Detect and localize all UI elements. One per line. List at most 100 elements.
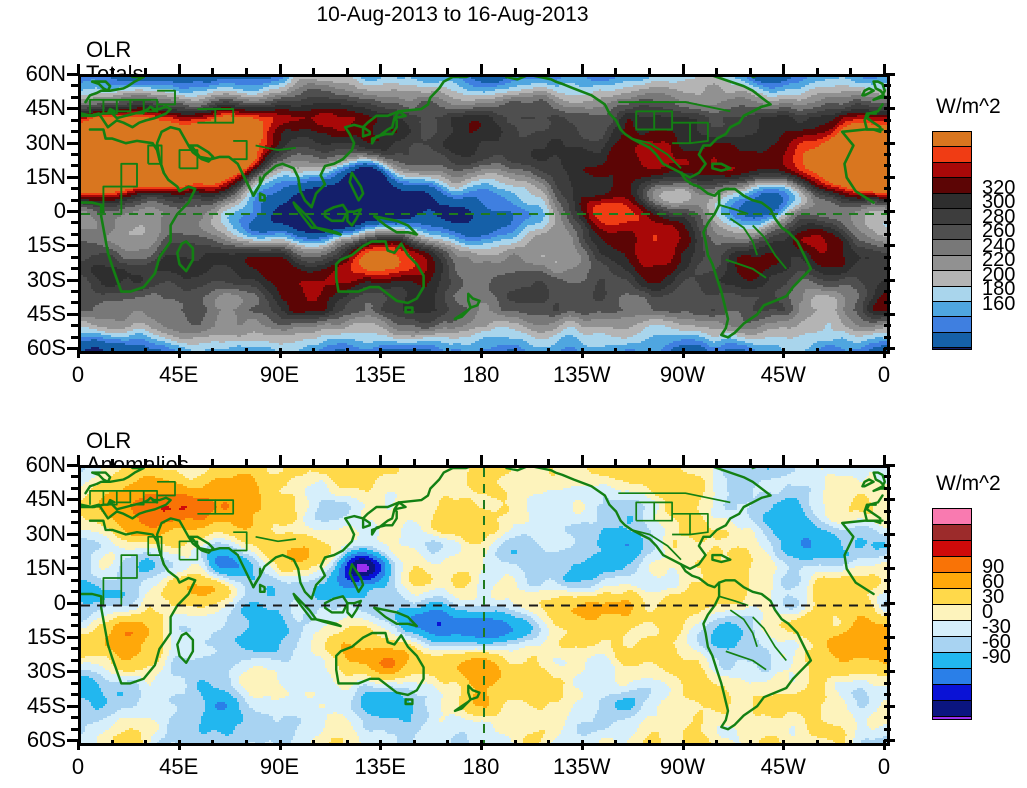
x-tick-label: 180 (462, 362, 500, 387)
colorbar-swatches-totals (932, 131, 972, 350)
y-minor-tick (71, 727, 78, 731)
x-major-tick-top (379, 455, 383, 465)
y-minor-tick (884, 521, 891, 525)
x-major-tick-top (580, 64, 584, 74)
y-minor-tick (71, 544, 78, 548)
political-border-layer (89, 89, 788, 279)
colorbar-band (933, 162, 971, 179)
x-minor-tick (244, 68, 248, 74)
y-minor-tick (71, 152, 78, 156)
x-minor-tick (547, 740, 551, 746)
y-major-tick (67, 464, 78, 467)
y-minor-tick (71, 221, 78, 225)
y-minor-tick (884, 647, 891, 651)
y-tick-label: 0 (53, 198, 66, 223)
y-minor-tick (71, 324, 78, 328)
x-major-tick (782, 348, 786, 358)
y-minor-tick (71, 335, 78, 339)
map-canvas-totals (81, 77, 887, 351)
x-tick-label: 90W (659, 362, 706, 387)
x-minor-tick (748, 348, 752, 354)
x-major-tick-top (480, 455, 483, 465)
colorbar-band (933, 224, 971, 241)
x-minor-tick (244, 348, 248, 354)
map-plot-totals[interactable] (78, 74, 890, 354)
x-minor-tick (647, 740, 651, 746)
colorbar-tick-label: 60 (982, 571, 1005, 593)
x-major-tick-top (379, 64, 383, 74)
x-minor-tick (446, 459, 450, 465)
x-major-tick (278, 740, 282, 750)
x-minor-tick (815, 459, 819, 465)
x-tick-label: 45E (159, 362, 199, 387)
colorbar-band (933, 209, 971, 225)
y-major-tick-right (884, 175, 895, 179)
x-tick-label: 135E (354, 362, 406, 387)
x-tick-label: 0 (877, 362, 891, 387)
y-major-tick-right (884, 278, 895, 282)
colorbar-band (933, 557, 971, 573)
y-minor-tick (71, 693, 78, 697)
y-tick-label: 60S (26, 727, 66, 752)
y-tick-label: 15N (25, 163, 66, 189)
x-minor-tick (715, 348, 719, 354)
x-tick-label: 0 (71, 754, 85, 779)
colorbar-tick-label: -60 (982, 631, 1011, 653)
y-minor-tick (71, 509, 78, 513)
x-minor-tick (144, 459, 148, 465)
x-major-tick-top (177, 455, 181, 465)
y-tick-label: 30N (25, 129, 66, 155)
colorbar-band (933, 509, 971, 525)
x-minor-tick (614, 68, 618, 74)
x-minor-tick (849, 68, 853, 74)
y-major-tick-right (884, 635, 895, 639)
y-major-tick-right (884, 567, 895, 571)
y-major-tick-right (884, 312, 895, 316)
y-minor-tick (71, 555, 78, 559)
colorbar-band (933, 621, 971, 637)
y-major-tick (67, 244, 78, 248)
x-major-tick-top (883, 455, 886, 465)
x-minor-tick (110, 348, 114, 354)
colorbar-band (933, 271, 971, 287)
x-minor-tick (647, 459, 651, 465)
x-tick-label: 45E (159, 754, 199, 779)
colorbar-tick-label: -90 (982, 646, 1011, 668)
map-plot-anomalies[interactable] (78, 465, 890, 746)
y-minor-tick (884, 624, 891, 628)
y-minor-tick (884, 289, 891, 293)
x-minor-tick (144, 740, 148, 746)
y-major-tick (67, 635, 78, 639)
colorbar-band (933, 685, 971, 701)
x-tick-label: 45W (760, 754, 806, 779)
y-minor-tick (884, 716, 891, 720)
x-minor-tick (748, 459, 752, 465)
x-major-tick (580, 348, 584, 358)
y-tick-label: 60S (26, 335, 66, 360)
x-minor-tick (815, 348, 819, 354)
colorbar-band (933, 286, 971, 302)
x-minor-tick (748, 740, 752, 746)
x-minor-tick (849, 348, 853, 354)
y-minor-tick (884, 187, 891, 191)
y-minor-tick (884, 658, 891, 662)
y-minor-tick (71, 187, 78, 191)
y-major-tick-right (884, 601, 895, 605)
y-major-tick (67, 601, 78, 605)
x-major-tick (77, 740, 80, 750)
x-minor-tick (110, 68, 114, 74)
y-major-tick (67, 312, 78, 316)
colorbar-tick-label: 30 (982, 586, 1005, 608)
y-minor-tick (71, 521, 78, 525)
x-major-tick (77, 348, 80, 358)
coastline-layer (81, 468, 886, 731)
y-major-tick (67, 73, 78, 76)
colorbar-band (933, 255, 971, 272)
x-minor-tick (211, 459, 215, 465)
colorbar-band (933, 637, 971, 653)
x-minor-tick (513, 348, 517, 354)
colorbar-tick-label: 200 (982, 263, 1016, 286)
y-minor-tick (884, 95, 891, 99)
x-minor-tick (547, 459, 551, 465)
y-major-tick (67, 498, 78, 502)
